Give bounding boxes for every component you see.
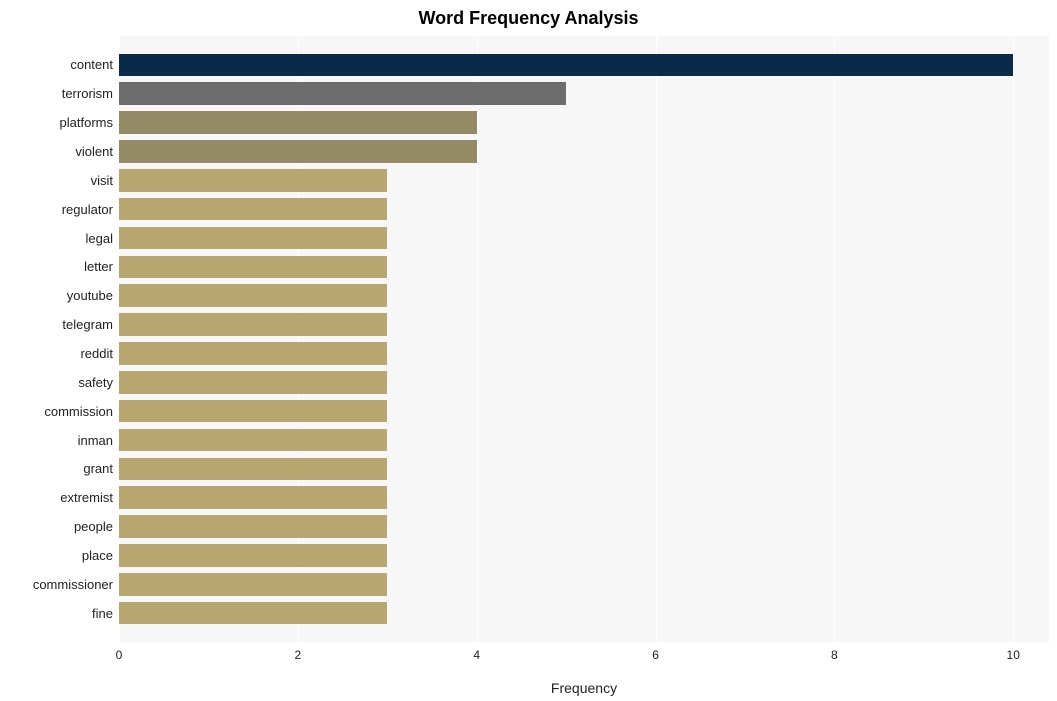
x-tick-label: 6 [636, 648, 676, 662]
grid-line [1013, 36, 1014, 642]
y-tick-label: platforms [60, 115, 113, 130]
grid-line [656, 36, 657, 642]
bar [119, 342, 387, 365]
y-tick-label: commission [44, 404, 113, 419]
bar [119, 573, 387, 596]
bar [119, 544, 387, 567]
chart-container: Word Frequency Analysis content terrorism… [0, 0, 1057, 701]
y-tick-label: people [74, 519, 113, 534]
y-tick-label: grant [83, 461, 113, 476]
bar [119, 602, 387, 625]
bar [119, 111, 477, 134]
y-tick-label: safety [78, 375, 113, 390]
bar [119, 54, 1013, 77]
bar [119, 400, 387, 423]
bar [119, 140, 477, 163]
bar [119, 227, 387, 250]
x-tick-label: 0 [99, 648, 139, 662]
y-tick-label: inman [78, 433, 113, 448]
y-tick-label: place [82, 548, 113, 563]
bar [119, 429, 387, 452]
y-tick-label: letter [84, 259, 113, 274]
y-tick-label: extremist [60, 490, 113, 505]
bar [119, 198, 387, 221]
y-tick-label: regulator [62, 202, 113, 217]
y-tick-label: terrorism [62, 86, 113, 101]
grid-line [834, 36, 835, 642]
y-tick-label: commissioner [33, 577, 113, 592]
bar [119, 486, 387, 509]
x-tick-label: 2 [278, 648, 318, 662]
bar [119, 371, 387, 394]
bar [119, 256, 387, 279]
bar [119, 284, 387, 307]
x-tick-label: 10 [993, 648, 1033, 662]
y-tick-label: content [70, 57, 113, 72]
y-tick-label: legal [86, 231, 113, 246]
y-tick-label: youtube [67, 288, 113, 303]
chart-title: Word Frequency Analysis [0, 8, 1057, 29]
bar [119, 458, 387, 481]
y-tick-label: visit [91, 173, 113, 188]
bar [119, 82, 566, 105]
bar [119, 313, 387, 336]
y-tick-label: reddit [80, 346, 113, 361]
y-tick-label: fine [92, 606, 113, 621]
x-tick-label: 8 [814, 648, 854, 662]
grid-line [477, 36, 478, 642]
bar [119, 169, 387, 192]
x-tick-label: 4 [457, 648, 497, 662]
plot-area [119, 36, 1049, 642]
x-axis-label: Frequency [119, 680, 1049, 696]
y-tick-label: violent [75, 144, 113, 159]
y-tick-label: telegram [62, 317, 113, 332]
bar [119, 515, 387, 538]
